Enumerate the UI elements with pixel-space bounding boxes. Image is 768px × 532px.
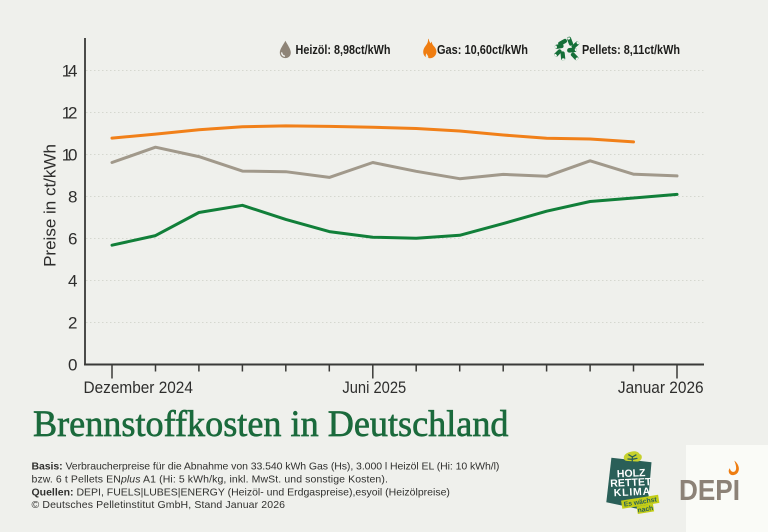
svg-text:14: 14 xyxy=(62,62,78,81)
svg-text:nach: nach xyxy=(637,505,654,514)
svg-text:Gas: 10,60ct/kWh: Gas: 10,60ct/kWh xyxy=(437,43,528,57)
svg-text:10: 10 xyxy=(62,146,78,165)
svg-text:0: 0 xyxy=(68,356,77,375)
svg-text:Heizöl: 8,98ct/kWh: Heizöl: 8,98ct/kWh xyxy=(296,43,391,57)
svg-text:© Deutsches Pelletinstitut Gmb: © Deutsches Pelletinstitut GmbH, Stand J… xyxy=(32,499,286,511)
svg-text:8: 8 xyxy=(68,188,77,207)
svg-text:Brennstoffkosten in Deutschlan: Brennstoffkosten in Deutschland xyxy=(33,404,509,445)
svg-text:2: 2 xyxy=(68,314,77,333)
svg-text:Quellen: DEPI, FUELS|LUBES|ENE: Quellen: DEPI, FUELS|LUBES|ENERGY (Heizö… xyxy=(32,487,450,499)
svg-text:Dezember 2024: Dezember 2024 xyxy=(84,378,193,397)
svg-text:6: 6 xyxy=(68,230,77,249)
svg-text:Juni 2025: Juni 2025 xyxy=(342,378,406,397)
svg-text:RETTET: RETTET xyxy=(610,476,652,490)
svg-text:12: 12 xyxy=(62,104,78,123)
svg-text:Preise in ct/kWh: Preise in ct/kWh xyxy=(41,144,60,267)
svg-text:Januar 2026: Januar 2026 xyxy=(618,378,704,397)
svg-text:HOLZ: HOLZ xyxy=(617,467,647,480)
svg-text:bzw. 6 t Pellets ENplus A1 (Hi: bzw. 6 t Pellets ENplus A1 (Hi: 5 kWh/kg… xyxy=(32,474,389,486)
svg-text:DEPI: DEPI xyxy=(679,475,740,507)
svg-text:4: 4 xyxy=(68,272,77,291)
svg-text:Pellets: 8,11ct/kWh: Pellets: 8,11ct/kWh xyxy=(582,43,680,57)
svg-text:Basis: Verbraucherpreise für d: Basis: Verbraucherpreise für die Abnahme… xyxy=(32,461,500,473)
svg-text:KLIMA: KLIMA xyxy=(614,486,651,500)
